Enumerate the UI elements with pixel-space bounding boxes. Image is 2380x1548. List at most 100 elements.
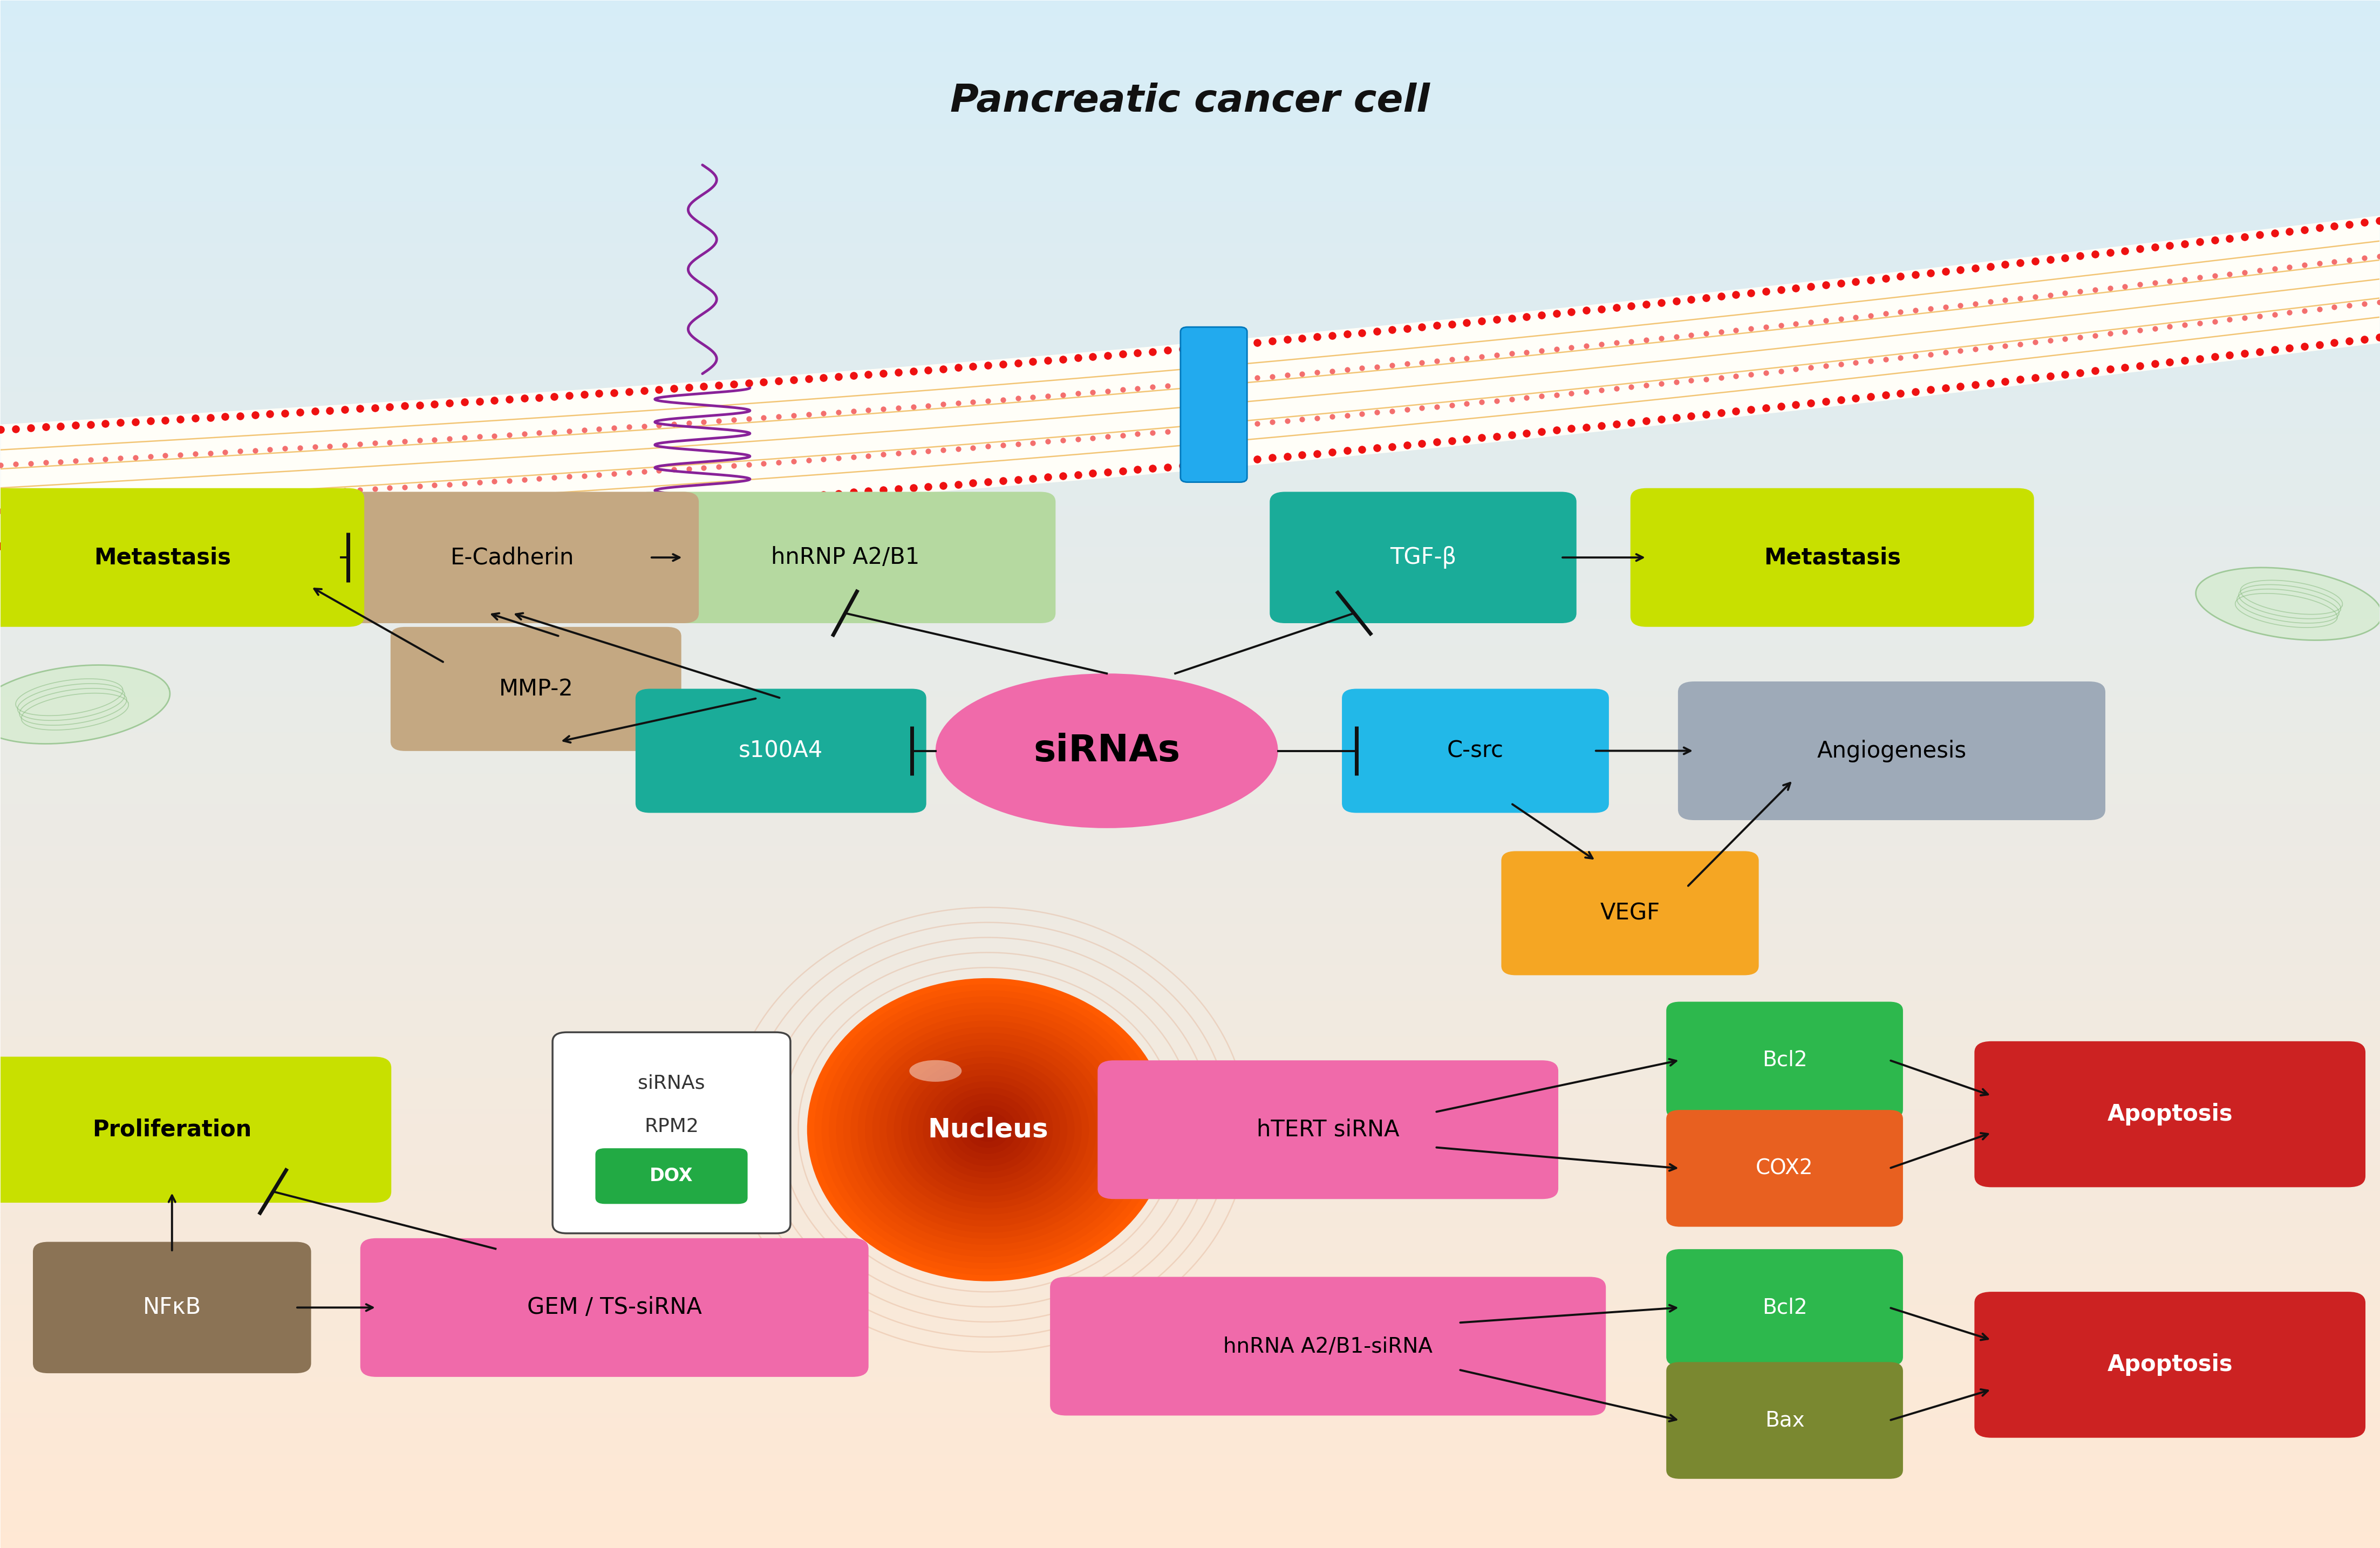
Point	[609, 415, 647, 440]
Point	[1552, 381, 1590, 406]
Bar	[0, 274, 2380, 279]
Bar	[0, 57, 2380, 62]
Point	[1925, 294, 1964, 319]
Point	[895, 359, 933, 384]
Point	[1028, 384, 1066, 409]
Point	[640, 458, 678, 483]
Point	[550, 382, 588, 407]
Bar	[0, 1161, 2380, 1166]
Point	[236, 438, 274, 463]
Point	[2271, 300, 2309, 325]
Point	[0, 533, 36, 557]
Point	[1628, 373, 1666, 398]
FancyBboxPatch shape	[1342, 689, 1609, 813]
Point	[1059, 427, 1097, 452]
Point	[626, 413, 664, 438]
Point	[1119, 421, 1157, 446]
Point	[0, 416, 19, 441]
Bar	[0, 960, 2380, 964]
Point	[804, 481, 843, 506]
Bar	[0, 1170, 2380, 1176]
Bar	[0, 568, 2380, 573]
Point	[1507, 421, 1545, 446]
Point	[2092, 276, 2130, 300]
Bar	[0, 964, 2380, 971]
Point	[2016, 365, 2054, 390]
Point	[1164, 418, 1202, 443]
Bar	[0, 1077, 2380, 1084]
Point	[145, 525, 183, 550]
Bar	[0, 639, 2380, 646]
Bar	[0, 382, 2380, 387]
Bar	[0, 1017, 2380, 1022]
Point	[355, 430, 393, 455]
Bar	[0, 748, 2380, 754]
Bar	[0, 526, 2380, 531]
Point	[1342, 437, 1380, 461]
Point	[1418, 348, 1457, 373]
Point	[2152, 350, 2190, 375]
Bar	[0, 624, 2380, 630]
Point	[1238, 330, 1276, 354]
Point	[595, 416, 633, 441]
Point	[26, 495, 64, 520]
Bar	[0, 1124, 2380, 1130]
Point	[1956, 373, 1994, 398]
Point	[1597, 376, 1635, 401]
Point	[1447, 427, 1485, 452]
Point	[1223, 331, 1261, 356]
Point	[1583, 331, 1621, 356]
Point	[1402, 396, 1440, 421]
Point	[1373, 433, 1411, 458]
Point	[759, 486, 797, 511]
Point	[1418, 395, 1457, 420]
Bar	[0, 99, 2380, 104]
Point	[1911, 342, 1949, 367]
Point	[1014, 430, 1052, 455]
Point	[536, 466, 574, 491]
Point	[1925, 341, 1964, 365]
Ellipse shape	[981, 1124, 995, 1136]
Point	[295, 399, 333, 424]
Point	[326, 398, 364, 423]
Point	[835, 480, 873, 505]
Point	[26, 531, 64, 556]
Point	[969, 469, 1007, 494]
Ellipse shape	[923, 1076, 1052, 1184]
Point	[1747, 361, 1785, 385]
Bar	[0, 135, 2380, 139]
Point	[1088, 460, 1126, 485]
Ellipse shape	[864, 1026, 1111, 1232]
Bar	[0, 1192, 2380, 1197]
Bar	[0, 1320, 2380, 1325]
Bar	[0, 1347, 2380, 1351]
Bar	[0, 347, 2380, 351]
Point	[1388, 316, 1426, 341]
Point	[312, 398, 350, 423]
Point	[1014, 466, 1052, 491]
Point	[207, 404, 245, 429]
Point	[1942, 375, 1980, 399]
Point	[521, 385, 559, 410]
Bar	[0, 1372, 2380, 1378]
Point	[2030, 248, 2068, 272]
Point	[1028, 348, 1066, 373]
Bar	[0, 955, 2380, 960]
Text: RPM2: RPM2	[645, 1118, 700, 1136]
Point	[1897, 379, 1935, 404]
Point	[1433, 311, 1471, 336]
Bar	[0, 971, 2380, 975]
Bar	[0, 77, 2380, 84]
Bar	[0, 491, 2380, 495]
Bar	[0, 794, 2380, 800]
Point	[895, 440, 933, 464]
Point	[714, 489, 752, 514]
Bar	[0, 1387, 2380, 1393]
Bar	[0, 986, 2380, 991]
Point	[2030, 364, 2068, 389]
Point	[431, 390, 469, 415]
Point	[416, 508, 455, 533]
Point	[2002, 331, 2040, 356]
Bar	[0, 269, 2380, 274]
Bar	[0, 161, 2380, 166]
